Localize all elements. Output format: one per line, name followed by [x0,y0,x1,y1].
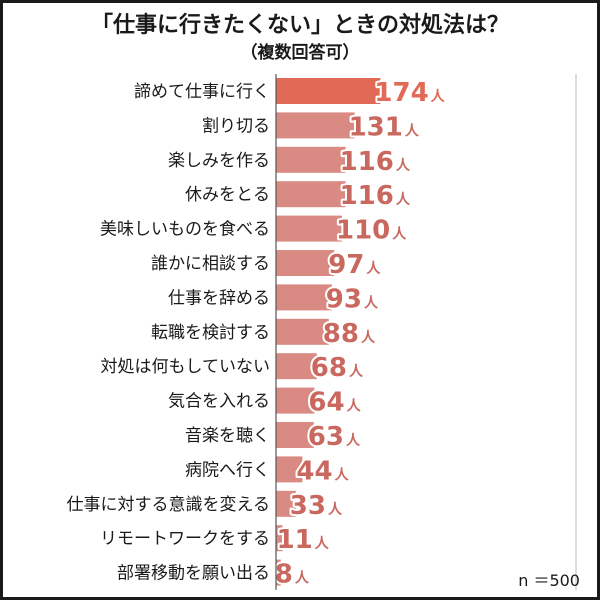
bar [276,490,296,517]
bar [276,284,332,311]
value-label: 68 [311,353,347,383]
unit-label: 人 [364,294,379,311]
value-label: 110 [336,216,390,246]
category-label: リモートワークをする [100,529,270,549]
value-label: 93 [326,284,362,314]
value-label: 174 [374,78,428,108]
unit-label: 人 [315,535,330,552]
bar [276,525,283,552]
value-label: 64 [308,388,344,418]
unit-label: 人 [396,191,411,208]
category-label: 仕事を辞める [168,288,270,308]
unit-label: 人 [405,122,420,139]
category-label: 転職を検討する [151,323,270,343]
bars-layer [276,78,381,586]
bar [276,456,303,483]
unit-label: 人 [431,88,446,105]
category-label: 美味しいものを食べる [100,220,270,240]
value-label: 88 [323,319,359,349]
bar [276,78,381,104]
category-label: 音楽を聴く [185,426,270,446]
value-label: 8 [275,560,293,590]
category-label: 誰かに相談する [151,254,270,274]
chart-subtitle: （複数回答可） [241,42,360,63]
value-label: 63 [308,422,344,452]
bar [276,215,342,242]
unit-label: 人 [366,260,381,277]
bar [276,559,281,586]
category-label: 割り切る [202,116,270,136]
value-label: 131 [349,112,403,142]
bar [276,422,314,448]
category-label: 楽しみを作る [168,151,270,171]
unit-label: 人 [335,466,350,483]
category-label: 部署移動を願い出る [117,564,270,584]
bar [276,112,355,139]
unit-label: 人 [392,226,407,243]
bar [276,318,329,345]
category-label: 休みをとる [185,185,270,205]
unit-label: 人 [346,432,361,449]
bar [276,353,317,380]
category-label: 気合を入れる [168,392,270,412]
unit-label: 人 [361,329,376,346]
sample-size-note: n ＝500 [518,571,580,590]
bar [276,387,315,414]
value-label: 116 [340,147,394,177]
value-label: 97 [328,250,364,280]
bar [276,146,346,173]
category-label: 仕事に対する意識を変える [67,495,271,515]
category-label: 対処は何もしていない [101,357,271,377]
bar [276,250,335,276]
unit-label: 人 [295,570,310,587]
value-label: 44 [296,456,332,486]
bar [276,181,346,208]
value-label: 116 [340,181,394,211]
unit-label: 人 [347,398,362,415]
unit-label: 人 [349,363,364,380]
category-label: 諦めて仕事に行く [134,82,270,102]
chart-title: 「仕事に行きたくない」ときの対処法は？ [91,12,509,38]
category-label: 病院へ行く [185,460,270,480]
unit-label: 人 [328,501,343,518]
value-label: 33 [290,491,326,521]
value-label: 11 [277,525,313,555]
unit-label: 人 [396,157,411,174]
